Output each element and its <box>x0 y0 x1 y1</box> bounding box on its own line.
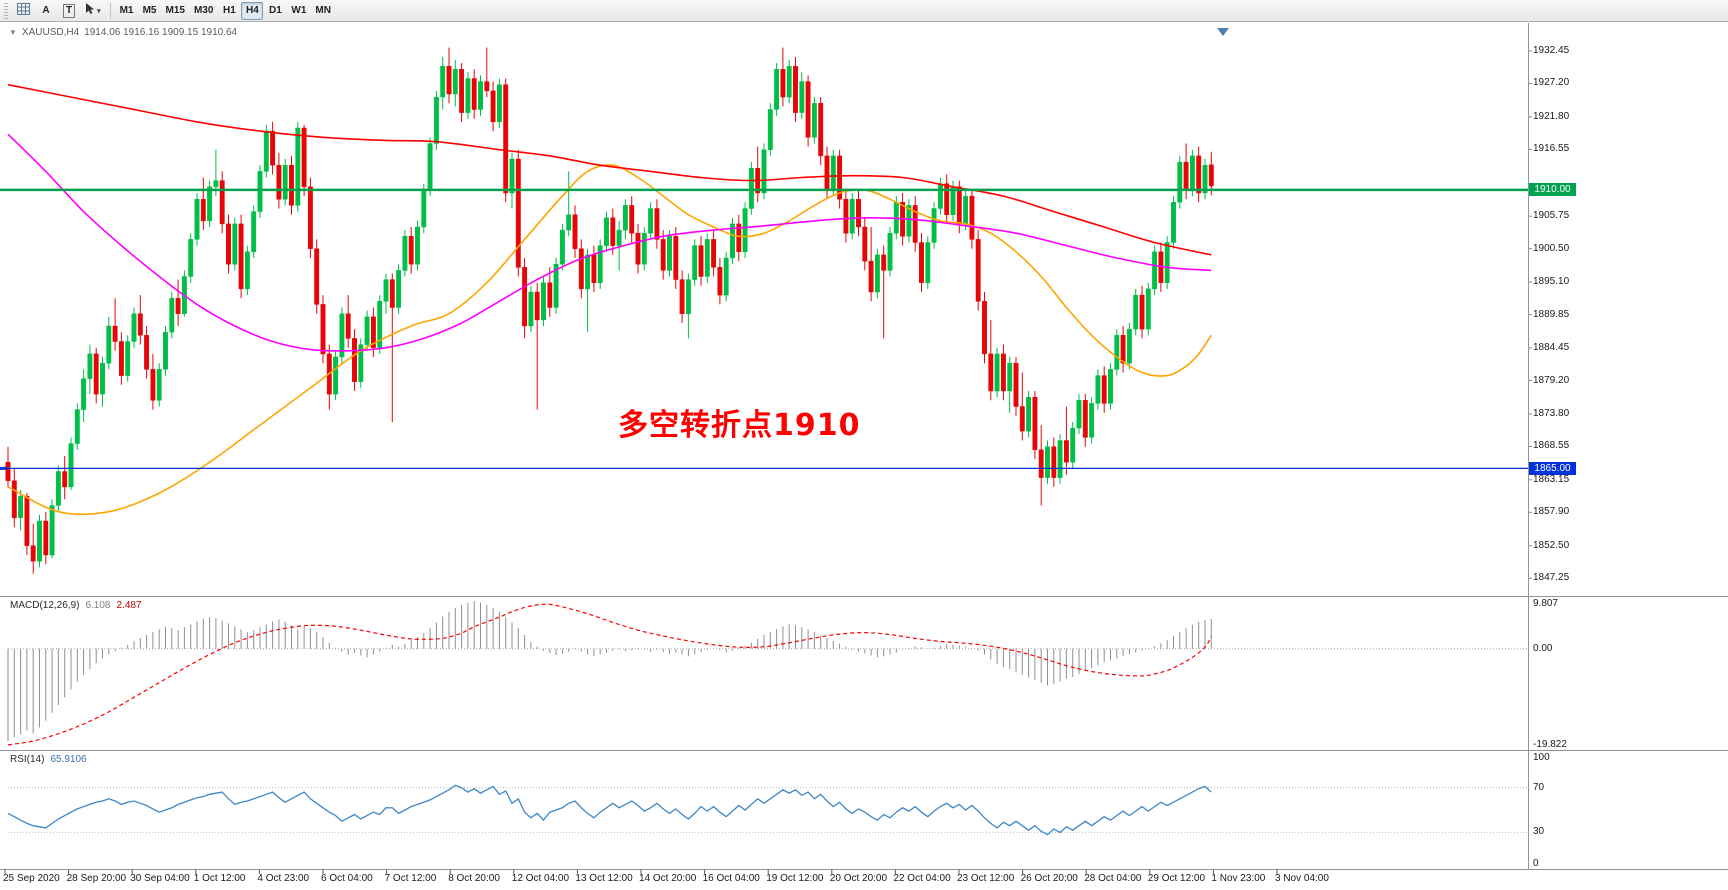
text-tool[interactable]: T <box>58 2 80 20</box>
tools-group: A T ▾ <box>12 2 105 20</box>
toolbar-grip[interactable] <box>4 2 8 19</box>
annotate-letter-tool-label: A <box>42 5 50 16</box>
timeframe-d1-button[interactable]: D1 <box>264 2 286 20</box>
text-tool-label: T <box>62 3 76 18</box>
annotate-letter-tool[interactable]: A <box>35 2 57 20</box>
toolbar-separator <box>109 2 111 19</box>
timeframe-m30-button[interactable]: M30 <box>190 2 217 20</box>
timeframe-h1-button[interactable]: H1 <box>218 2 240 20</box>
chevron-down-icon: ▾ <box>97 7 101 15</box>
chart-shift-marker <box>1217 28 1229 36</box>
timeframe-m1-button[interactable]: M1 <box>116 2 138 20</box>
timeframe-w1-button[interactable]: W1 <box>287 2 310 20</box>
timeframes-group: M1 M5 M15 M30 H1 H4 D1 W1 MN <box>116 1 335 20</box>
timeframe-m15-button[interactable]: M15 <box>162 2 189 20</box>
grid-icon <box>16 3 30 18</box>
toolbar: A T ▾ M1 M5 M15 M30 H1 H4 D1 W1 MN <box>0 0 1728 22</box>
cursor-icon <box>85 3 95 18</box>
timeframe-m5-button[interactable]: M5 <box>139 2 161 20</box>
cursor-tool[interactable]: ▾ <box>81 2 105 20</box>
timeframe-h4-button[interactable]: H4 <box>241 1 264 20</box>
chart-grid-tool[interactable] <box>12 2 34 20</box>
timeframe-mn-button[interactable]: MN <box>311 2 335 20</box>
